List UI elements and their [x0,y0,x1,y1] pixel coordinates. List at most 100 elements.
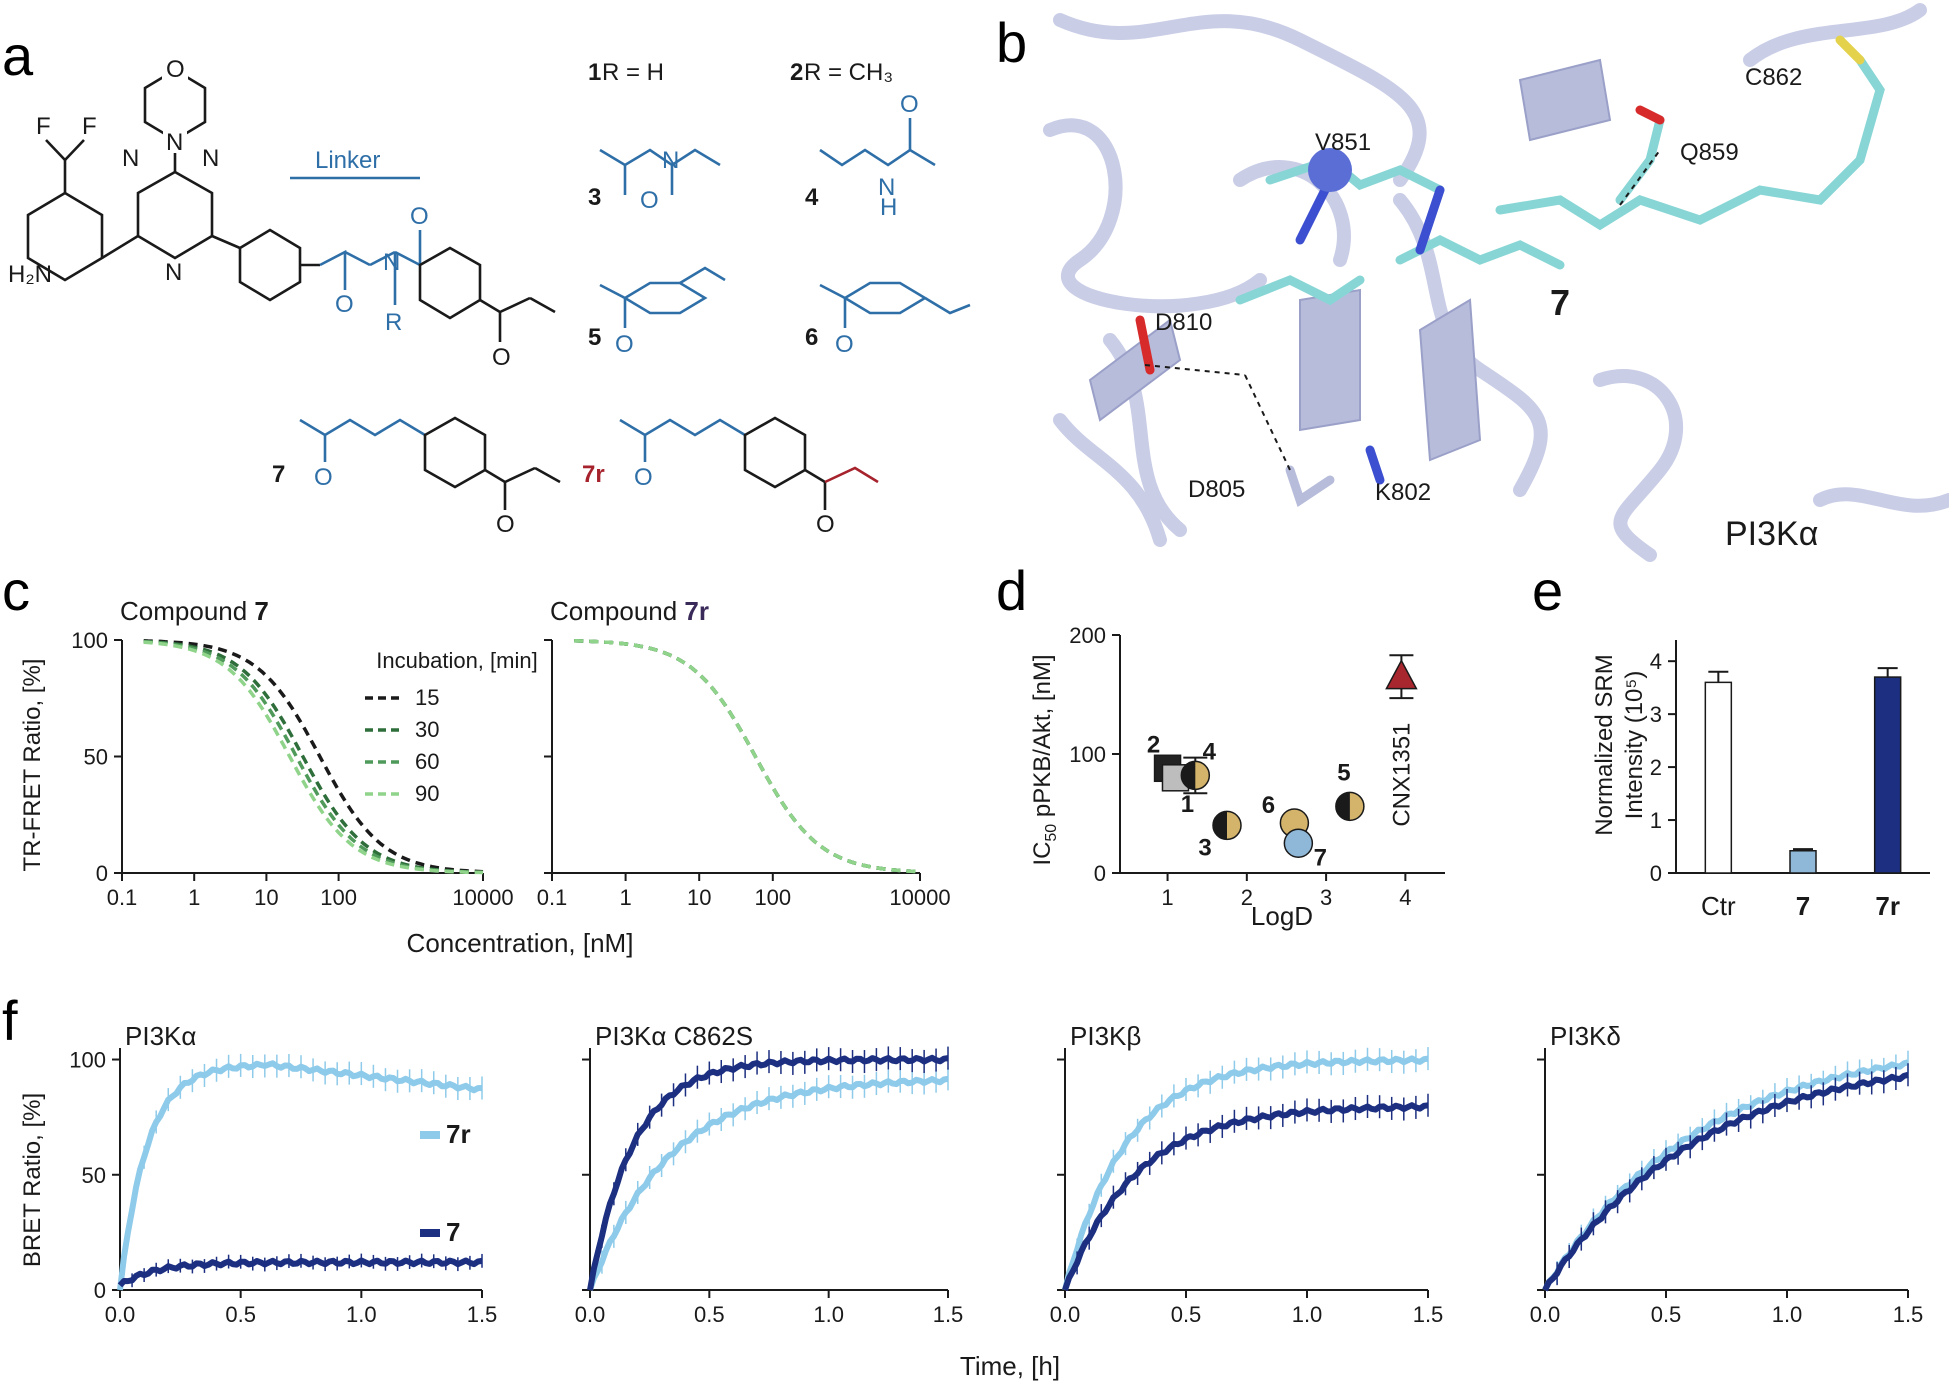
chart-e-y-tick-label: 1 [1650,808,1662,833]
chart-f4-series-7 [1542,1071,1909,1292]
cmpd-3-n: N [662,147,679,174]
acryl-o: O [492,344,511,371]
point-label-2: 2 [1147,731,1160,758]
chart-f3-series-7r [1062,1055,1429,1291]
chart-f3-x-tick-label: 0.5 [1171,1302,1202,1327]
cmpd-7-acryl-o: O [496,511,515,538]
chart-f1-title: PI3Kα [125,1021,196,1051]
morpholine-o: O [166,56,185,83]
fluorine-2: F [82,113,97,140]
chart-f-ylabel: BRET Ratio, [%] [19,1093,46,1267]
chart-d: IC50 pPKB/Akt, [nM] LogD [1029,654,1313,931]
cmpd-1-id: 1 [588,59,601,86]
chart-d-y-tick-label: 0 [1094,861,1106,886]
chart-f: BRET Ratio, [%] Time, [h] [19,1093,1060,1381]
chart-f4-x-tick-label: 1.5 [1893,1302,1924,1327]
chart-f4-x-tick-label: 1.0 [1772,1302,1803,1327]
chart-e-y-tick-label: 4 [1650,649,1662,674]
legend-label-90: 90 [415,781,439,806]
linker-7 [299,418,426,437]
svg-text:IC50 pPKB/Akt, [nM]: IC50 pPKB/Akt, [nM] [1029,654,1060,865]
linker-7r [619,418,746,437]
cmpd-7r-id: 7r [582,461,605,488]
chart-c2-x-tick-label: 0.1 [537,885,568,910]
cmpd-3-id: 3 [588,184,601,211]
panel-label-e: e [1532,559,1563,622]
chart-f3-series-7 [1062,1102,1429,1291]
bar-label-7: 7 [1796,891,1810,921]
linker-r: R [385,309,402,336]
panel-label-f: f [2,989,18,1052]
chart-f2-x-tick-label: 1.5 [933,1302,964,1327]
linker-o2: O [410,203,429,230]
cmpd-6-o: O [835,331,854,358]
point-label-3: 3 [1198,834,1211,861]
bar-7 [1789,850,1817,874]
svg-text:Compound 7: Compound 7 [120,596,269,626]
morpholine-n: N [166,129,183,156]
chart-f3-x-tick-label: 1.0 [1292,1302,1323,1327]
chart-d-y-tick-label: 200 [1069,623,1106,648]
chart-d-x-tick-label: 2 [1241,885,1253,910]
chart-d-ylabel-rest: pPKB/Akt, [nM] [1029,654,1056,823]
chart-d-x-tick-label: 1 [1161,885,1173,910]
chart-c-right: Compound 7r [550,596,709,626]
h2n-label: H₂N [8,261,52,288]
linker-4 [819,148,936,167]
chart-c1-y-tick-label: 0 [96,861,108,886]
linker-o: O [335,291,354,318]
chart-f4-series-7r [1542,1059,1909,1292]
chart-f2-series-7r [587,1075,949,1291]
linker-5 [599,283,626,300]
residue-k802: K802 [1375,479,1431,506]
cmpd-4-o: O [900,91,919,118]
point-label-1: 1 [1181,791,1194,818]
point-CNX1351 [1385,659,1418,690]
residue-d805: D805 [1188,476,1245,503]
chemical-structures: O N N N N F F H₂N Linker O [8,56,971,538]
bar-Ctr [1704,681,1733,874]
bar-label-7r: 7r [1875,891,1900,921]
legend-label-60: 60 [415,749,439,774]
chart-f1-x-tick-label: 0.5 [225,1302,256,1327]
chart-c2-x-tick-label: 10 [687,885,711,910]
chart-c1-x-tick-label: 10000 [452,885,513,910]
point-half-5 [1335,792,1350,821]
cmpd-4-nh: N [878,174,895,201]
legend-label-30: 30 [415,717,439,742]
pyrimidine-ring [26,191,104,282]
chart-f2-title: PI3Kα C862S [595,1021,753,1051]
chart-c-left: Compound 7 TR-FRET Ratio, [%] Concentrat… [19,596,633,958]
chart-f1-x-tick-label: 1.5 [467,1302,498,1327]
triazine-n2: N [202,145,219,172]
chart-f1-x-tick-label: 0.0 [105,1302,136,1327]
residue-q859: Q859 [1680,139,1739,166]
chart-f-xlabel: Time, [h] [960,1351,1060,1381]
linker-n: N [383,249,400,276]
legend-label-7: 7 [446,1217,460,1247]
cmpd-7r-acryl-o: O [816,511,835,538]
cmpd-5-o: O [615,331,634,358]
chart-c1-x-tick-label: 1 [188,885,200,910]
chart-c1-y-tick-label: 50 [84,745,108,770]
ligand-label: 7 [1550,282,1570,323]
chart-f1-y-tick-label: 50 [82,1163,106,1188]
point-label-5: 5 [1337,759,1350,786]
chart-c1-legend-title: Incubation, [min] [376,648,537,673]
chart-d-xlabel: LogD [1251,901,1313,931]
cmpd-4-h: H [880,194,897,221]
chart-c2-curve-90 [574,639,921,874]
linker-label: Linker [315,147,380,174]
chart-e-y-tick-label: 3 [1650,702,1662,727]
residue-c862: C862 [1745,64,1802,91]
chart-e-y-tick-label: 2 [1650,755,1662,780]
chart-f2-x-tick-label: 0.5 [694,1302,725,1327]
cmpd-7-o: O [314,464,333,491]
triazine-n1: N [122,145,139,172]
point-half-3 [1213,811,1228,840]
chart-d-x-tick-label: 4 [1399,885,1411,910]
chart-c1-y-tick-label: 100 [71,628,108,653]
chart-c1-title-bold: 7 [254,596,268,626]
cmpd-2-desc: R = CH₃ [804,59,893,86]
